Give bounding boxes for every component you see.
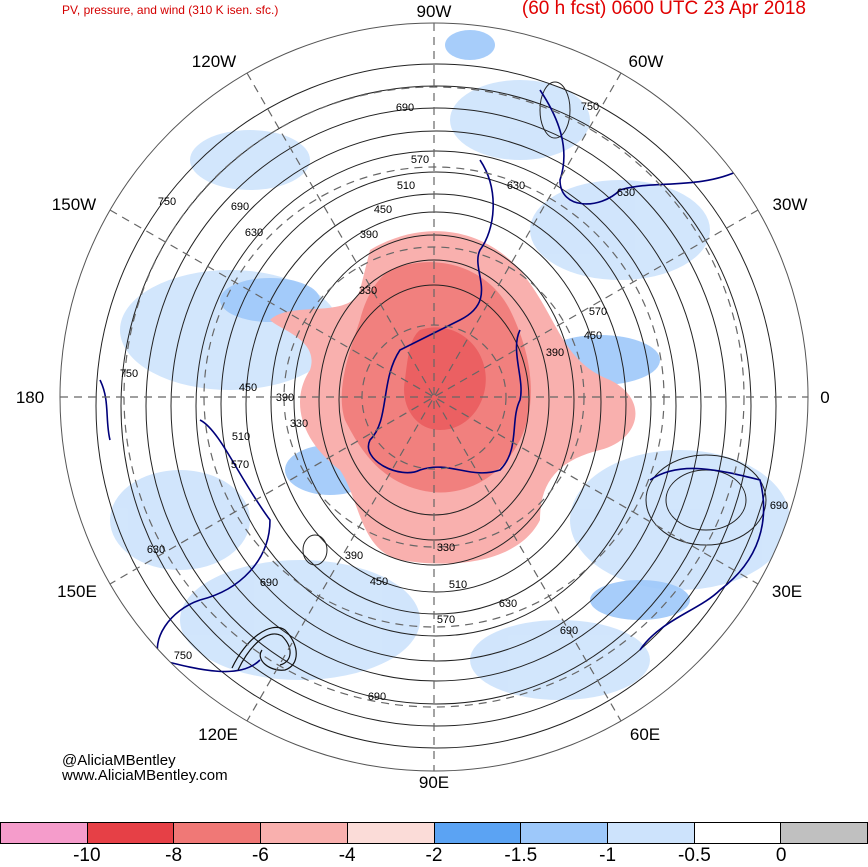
coastlines [99,89,765,673]
colorbar-tick-label: -2 [425,845,443,866]
contour-label: 750 [120,368,138,380]
contour-label: 330 [290,418,308,430]
contour-label: 630 [245,227,263,239]
colorbar-segment [606,822,695,844]
pv-positive-patches [110,80,790,700]
colorbar-segment [260,822,348,844]
contour-label: 690 [396,102,414,114]
colorbar-segment [433,822,522,844]
colorbar-tick-label: -1 [599,845,617,866]
polar-stereographic-map: 90W 120W 60W 150W 30W 180 0 150E 30E 120… [16,2,830,792]
lon-label-150w: 150W [52,195,96,214]
pv-colorbar [0,822,868,844]
colorbar-segment [693,822,782,844]
contour-label: 570 [411,154,429,166]
lon-label-120w: 120W [192,52,236,71]
colorbar-segment [0,822,88,844]
contour-label: 390 [345,550,363,562]
contour-label: 570 [231,459,249,471]
colorbar-tick-label: -4 [338,845,356,866]
lon-label-120e: 120E [198,725,238,744]
credit-website: www.AliciaMBentley.com [62,767,228,784]
colorbar-tick-label: -10 [73,845,101,866]
contour-label: 450 [374,204,392,216]
contour-label: 630 [507,180,525,192]
lon-label-90w: 90W [417,2,452,21]
contour-label: 450 [584,330,602,342]
contour-label: 630 [499,598,517,610]
lon-label-30w: 30W [773,195,808,214]
contour-label: 690 [231,201,249,213]
contour-label: 510 [397,180,415,192]
contour-label: 750 [581,101,599,113]
contour-label: 630 [147,544,165,556]
forecast-time-title: (60 h fcst) 0600 UTC 23 Apr 2018 [521,0,806,19]
contour-label: 510 [449,579,467,591]
colorbar-segment [520,822,608,844]
colorbar-segment [346,822,435,844]
contour-label: 750 [158,196,176,208]
pv-colorbar-ticks: -10 -8 -6 -4 -2 -1.5 -1 -0.5 0 [0,845,868,866]
graticule [60,23,808,771]
contour-label: 390 [360,229,378,241]
colorbar-tick-label: -6 [251,845,269,866]
contour-label: 750 [174,650,192,662]
pressure-contours [95,63,777,749]
tight-contour-swirl [231,626,297,671]
lon-label-60w: 60W [629,52,664,71]
contour-label: 570 [589,306,607,318]
colorbar-tick-label: 0 [775,845,787,866]
contour-label: 690 [560,625,578,637]
contour-label: 390 [276,392,294,404]
contour-label: 390 [546,347,564,359]
colorbar-segment [86,822,175,844]
contour-label: 330 [359,285,377,297]
contour-label: 630 [617,187,635,199]
contour-label: 450 [370,576,388,588]
credit-handle: @AliciaMBentley [62,752,176,769]
colorbar-tick-label: -8 [165,845,183,866]
contour-label: 690 [770,500,788,512]
lon-label-180: 180 [16,388,44,407]
colorbar-segment [780,822,868,844]
contour-label: 690 [260,577,278,589]
lon-label-60e: 60E [630,725,660,744]
colorbar-segment [173,822,262,844]
contour-label: 690 [368,691,386,703]
contour-label: 450 [239,382,257,394]
lon-label-150e: 150E [57,582,97,601]
contour-label: 570 [437,614,455,626]
map-subtitle: PV, pressure, and wind (310 K isen. sfc.… [62,3,279,17]
contour-label: 330 [437,542,455,554]
colorbar-tick-label: -1.5 [504,845,538,866]
lon-label-90e: 90E [419,773,449,792]
colorbar-tick-label: -0.5 [678,845,711,866]
lon-label-30e: 30E [772,582,802,601]
lon-label-0: 0 [820,388,829,407]
contour-label: 510 [232,431,250,443]
